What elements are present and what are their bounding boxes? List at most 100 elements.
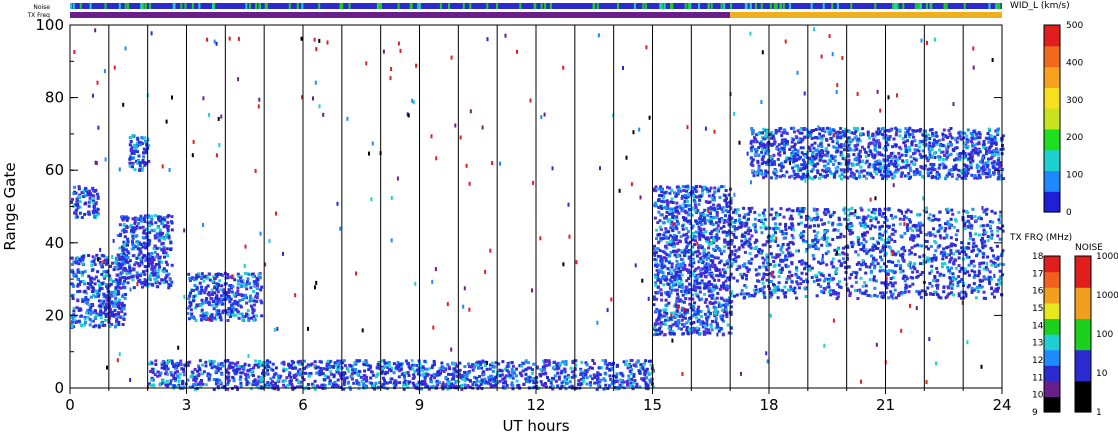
echo-cell xyxy=(844,144,848,148)
echo-cell xyxy=(736,208,740,212)
echo-cell xyxy=(901,291,905,295)
echo-cell xyxy=(956,136,960,140)
echo-cell xyxy=(698,185,702,188)
echo-cell xyxy=(967,255,971,259)
echo-cell xyxy=(678,239,682,243)
echo-cell xyxy=(860,160,864,164)
echo-cell xyxy=(817,260,820,264)
echo-cell xyxy=(129,156,133,160)
echo-cell xyxy=(188,279,192,282)
echo-cell xyxy=(805,214,808,218)
echo-cell xyxy=(254,279,258,283)
echo-cell xyxy=(655,307,659,311)
echo-cell xyxy=(862,238,866,242)
echo-cell xyxy=(709,312,712,315)
echo-cell xyxy=(678,277,682,281)
echo-cell xyxy=(913,139,917,143)
echo-cell xyxy=(993,295,996,299)
echo-cell xyxy=(722,310,726,314)
echo-cell xyxy=(703,248,706,252)
echo-cell xyxy=(796,282,800,286)
echo-cell xyxy=(99,308,103,312)
echo-cell xyxy=(115,279,119,283)
echo-cell xyxy=(165,280,169,284)
echo-cell xyxy=(204,288,208,292)
echo-cell xyxy=(980,160,984,164)
echo-cell xyxy=(722,303,726,307)
echo-cell xyxy=(704,237,708,240)
echo-cell xyxy=(831,238,835,241)
echo-cell xyxy=(144,232,148,236)
echo-cell xyxy=(158,219,162,223)
echo-cell xyxy=(135,226,139,230)
echo-cell xyxy=(784,224,787,228)
echo-cell xyxy=(930,148,934,151)
echo-cell xyxy=(92,277,96,281)
echo-cell xyxy=(941,265,944,269)
echo-cell xyxy=(147,257,151,261)
noise-bar-segment xyxy=(663,3,666,9)
echo-cell xyxy=(990,141,993,145)
echo-cell xyxy=(772,153,776,157)
echo-cell xyxy=(117,323,121,327)
echo-cell xyxy=(937,155,940,159)
echo-cell xyxy=(840,134,844,138)
echo-cell xyxy=(825,240,829,244)
echo-cell xyxy=(832,175,836,179)
echo-cell xyxy=(658,327,662,331)
echo-cell xyxy=(685,189,689,193)
echo-cell xyxy=(724,284,728,288)
echo-cell xyxy=(106,258,110,262)
echo-cell xyxy=(982,267,986,271)
echo-cell xyxy=(882,293,886,297)
echo-cell xyxy=(204,316,208,320)
echo-cell xyxy=(233,278,237,282)
echo-cell xyxy=(761,243,765,247)
echo-cell xyxy=(957,210,961,214)
echo-cell xyxy=(92,201,96,205)
echo-cell xyxy=(911,152,915,156)
echo-cell xyxy=(665,292,669,296)
echo-cell xyxy=(721,206,725,210)
echo-cell xyxy=(96,270,100,274)
echo-cell xyxy=(810,266,814,270)
echo-cell xyxy=(729,305,733,309)
echo-cell xyxy=(874,258,878,262)
echo-cell xyxy=(837,291,841,295)
noise-bar-segment xyxy=(378,3,381,9)
echo-cell xyxy=(232,313,236,317)
echo-cell xyxy=(781,138,785,142)
echo-cell xyxy=(78,321,82,325)
echo-cell xyxy=(652,188,656,192)
echo-cell xyxy=(186,306,190,310)
echo-cell xyxy=(207,291,211,295)
echo-cell xyxy=(712,285,716,289)
echo-cell xyxy=(709,241,713,245)
echo-cell xyxy=(688,329,692,333)
echo-cell xyxy=(158,258,162,262)
echo-cell xyxy=(663,264,667,268)
echo-cell xyxy=(889,290,893,294)
echo-cell xyxy=(777,227,781,230)
echo-cell xyxy=(949,217,953,221)
echo-cell xyxy=(948,271,952,275)
echo-cell xyxy=(744,237,748,241)
echo-cell xyxy=(979,217,983,221)
echo-cell xyxy=(147,144,151,148)
echo-cell xyxy=(754,268,758,272)
echo-cell xyxy=(142,270,146,274)
echo-cell xyxy=(983,168,987,172)
echo-cell xyxy=(164,276,168,280)
echo-cell xyxy=(723,271,727,275)
echo-cell xyxy=(139,251,143,255)
echo-cell xyxy=(141,245,145,249)
echo-cell xyxy=(700,189,704,193)
echo-cell xyxy=(862,169,866,173)
echo-cell xyxy=(671,216,675,220)
echo-cell xyxy=(761,256,765,260)
echo-cell xyxy=(899,264,903,268)
echo-cell xyxy=(675,192,679,196)
echo-cell xyxy=(978,265,982,269)
echo-cell xyxy=(998,221,1002,225)
echo-cell xyxy=(252,308,256,312)
